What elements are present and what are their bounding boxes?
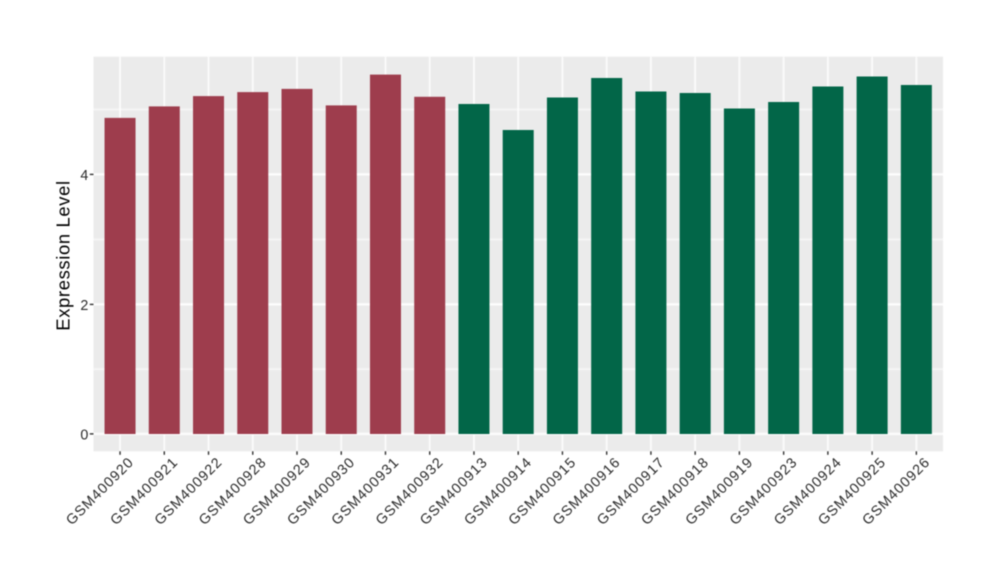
- svg-text:Expression Level: Expression Level: [53, 180, 74, 330]
- svg-text:2: 2: [80, 298, 88, 314]
- svg-text:4: 4: [80, 168, 88, 184]
- svg-text:0: 0: [80, 428, 88, 444]
